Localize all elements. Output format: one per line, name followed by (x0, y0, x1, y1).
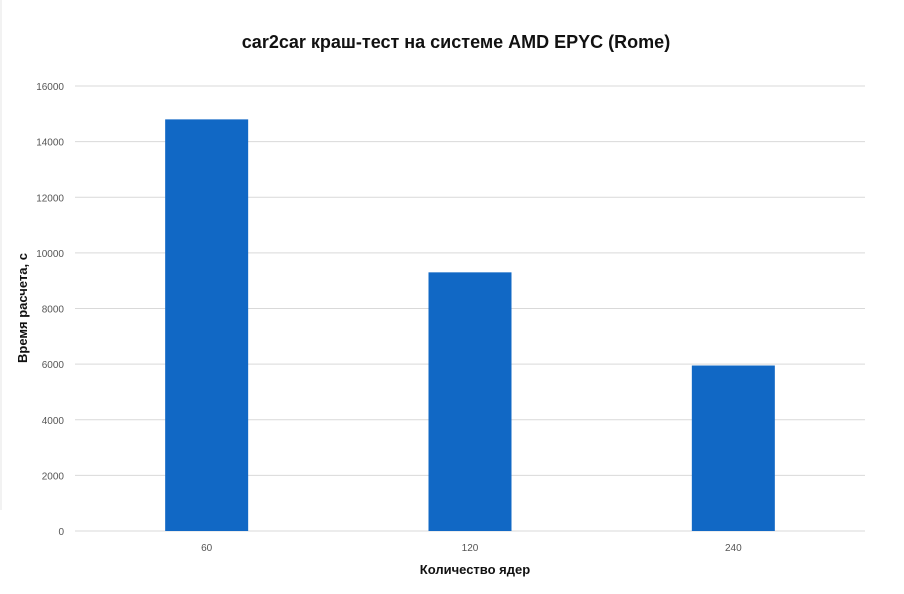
y-tick-label: 14000 (36, 138, 64, 149)
y-tick-label: 4000 (42, 416, 65, 427)
x-tick-label: 240 (725, 543, 742, 554)
x-tick-label: 120 (462, 543, 479, 554)
y-tick-label: 6000 (42, 360, 65, 371)
bar-60 (165, 119, 249, 531)
x-axis-title: Количество ядер (420, 562, 530, 577)
y-tick-label: 2000 (42, 471, 65, 482)
y-tick-label: 12000 (36, 193, 64, 204)
y-axis-title: Время расчета, с (15, 253, 30, 363)
bars (165, 119, 775, 531)
y-tick-label: 8000 (42, 305, 65, 316)
bar-240 (691, 365, 775, 531)
y-tick-labels: 0 2000 4000 6000 8000 10000 12000 14000 16000 (36, 82, 64, 538)
y-tick-label: 0 (58, 527, 64, 538)
chart-title: car2car краш-тест на системе AMD EPYC (R… (242, 32, 670, 52)
y-tick-label: 10000 (36, 249, 64, 260)
bar-120 (428, 272, 512, 531)
x-tick-labels: 60 120 240 (201, 543, 742, 554)
x-tick-label: 60 (201, 543, 213, 554)
y-tick-label: 16000 (36, 82, 64, 93)
